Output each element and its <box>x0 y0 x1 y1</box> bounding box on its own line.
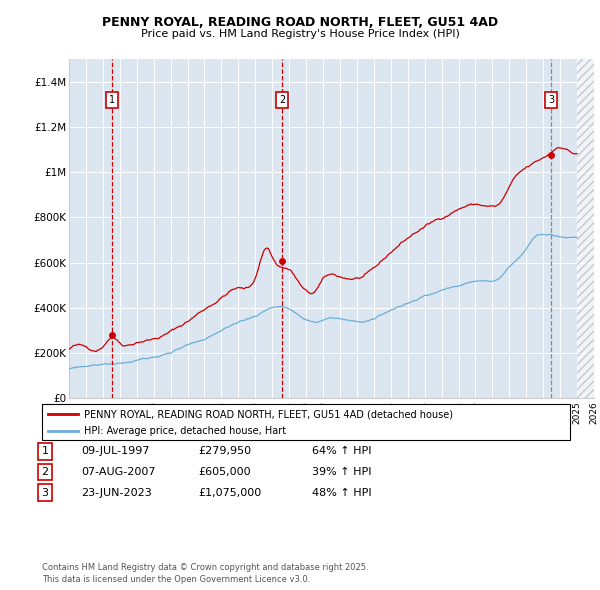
Text: £605,000: £605,000 <box>198 467 251 477</box>
Text: PENNY ROYAL, READING ROAD NORTH, FLEET, GU51 4AD: PENNY ROYAL, READING ROAD NORTH, FLEET, … <box>102 16 498 29</box>
Text: 1: 1 <box>109 95 115 104</box>
Text: 48% ↑ HPI: 48% ↑ HPI <box>312 488 371 497</box>
Text: HPI: Average price, detached house, Hart: HPI: Average price, detached house, Hart <box>84 426 286 435</box>
Text: Contains HM Land Registry data © Crown copyright and database right 2025.
This d: Contains HM Land Registry data © Crown c… <box>42 563 368 584</box>
Text: PENNY ROYAL, READING ROAD NORTH, FLEET, GU51 4AD (detached house): PENNY ROYAL, READING ROAD NORTH, FLEET, … <box>84 409 453 419</box>
Bar <box>577 59 600 398</box>
Text: Price paid vs. HM Land Registry's House Price Index (HPI): Price paid vs. HM Land Registry's House … <box>140 29 460 38</box>
Text: £279,950: £279,950 <box>198 447 251 456</box>
Text: 09-JUL-1997: 09-JUL-1997 <box>81 447 149 456</box>
Text: 1: 1 <box>41 447 49 456</box>
Text: 23-JUN-2023: 23-JUN-2023 <box>81 488 152 497</box>
Text: 64% ↑ HPI: 64% ↑ HPI <box>312 447 371 456</box>
Text: 3: 3 <box>41 488 49 497</box>
Text: 2: 2 <box>279 95 286 104</box>
Text: £1,075,000: £1,075,000 <box>198 488 261 497</box>
Text: 3: 3 <box>548 95 554 104</box>
Text: 07-AUG-2007: 07-AUG-2007 <box>81 467 155 477</box>
Text: 39% ↑ HPI: 39% ↑ HPI <box>312 467 371 477</box>
Text: 2: 2 <box>41 467 49 477</box>
